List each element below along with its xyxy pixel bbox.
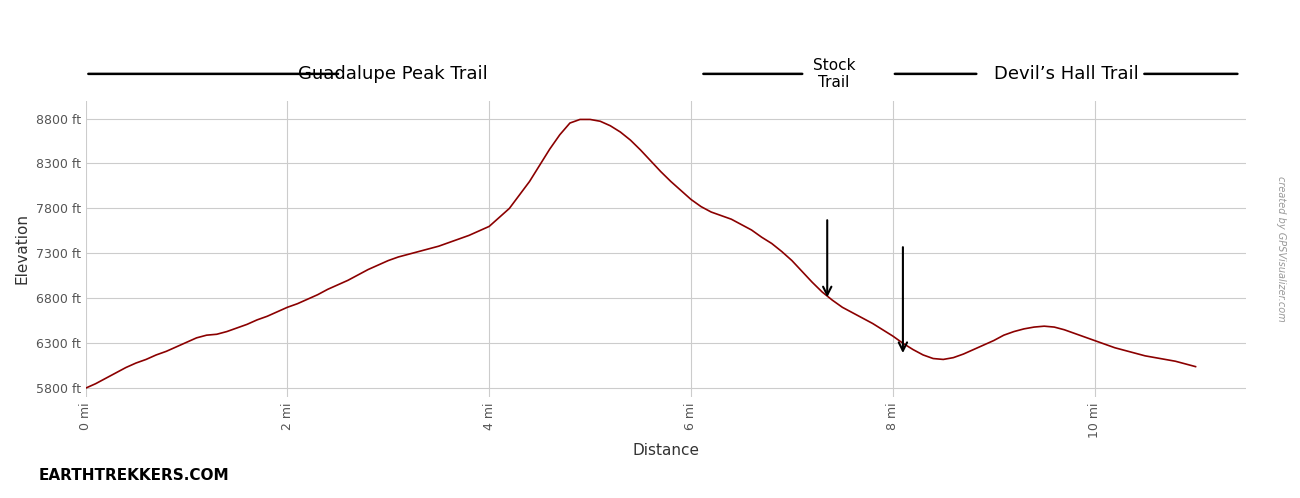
Text: Devil’s Hall Trail: Devil’s Hall Trail [993,65,1139,83]
X-axis label: Distance: Distance [632,443,699,458]
Y-axis label: Elevation: Elevation [16,213,30,284]
Text: Stock
Trail: Stock Trail [812,58,855,90]
Text: created by GPSVisualizer.com: created by GPSVisualizer.com [1275,176,1286,322]
Text: EARTHTREKKERS.COM: EARTHTREKKERS.COM [39,468,230,483]
Text: Guadalupe Peak Trail: Guadalupe Peak Trail [298,65,488,83]
